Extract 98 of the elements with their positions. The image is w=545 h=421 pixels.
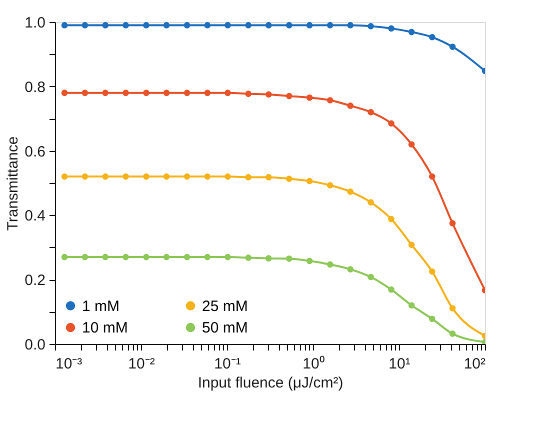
- point: [184, 173, 190, 180]
- x-tick-label: 10⁰: [302, 356, 324, 372]
- point: [388, 286, 394, 293]
- x-tick-label: 10⁻³: [56, 356, 82, 372]
- point: [306, 258, 313, 264]
- point: [245, 90, 252, 97]
- point: [163, 22, 170, 28]
- point: [204, 22, 211, 28]
- point: [286, 22, 292, 28]
- point: [347, 266, 354, 272]
- point: [102, 22, 109, 28]
- point: [265, 91, 272, 98]
- point: [306, 178, 313, 184]
- point: [143, 173, 150, 180]
- point: [347, 188, 354, 195]
- point: [286, 92, 292, 100]
- point: [163, 173, 170, 180]
- point: [265, 174, 272, 180]
- point: [306, 94, 313, 101]
- point: [245, 22, 252, 28]
- point: [265, 22, 272, 28]
- point: [449, 305, 456, 312]
- x-tick-label: 10⁻¹: [214, 356, 241, 372]
- point: [306, 22, 313, 28]
- point: [449, 330, 456, 337]
- point: [122, 22, 129, 28]
- point: [388, 216, 394, 222]
- y-tick-label: 0.6: [24, 143, 46, 160]
- point: [82, 22, 88, 28]
- point: [245, 254, 252, 261]
- point: [61, 22, 68, 28]
- point: [204, 254, 211, 260]
- point: [245, 174, 252, 180]
- point: [224, 173, 231, 180]
- legend-label: 1 mM: [82, 298, 120, 315]
- x-axis-title: Input fluence (μJ/cm²): [198, 374, 344, 392]
- point: [122, 90, 129, 96]
- point: [368, 109, 374, 116]
- point: [102, 173, 109, 180]
- point: [82, 254, 88, 260]
- x-tick-label: 10²: [464, 356, 486, 372]
- y-tick-label: 0.8: [24, 78, 46, 96]
- point: [184, 90, 190, 96]
- point: [429, 173, 436, 180]
- point: [408, 28, 415, 36]
- point: [204, 90, 211, 96]
- point: [408, 242, 415, 248]
- point: [449, 44, 456, 50]
- point: [82, 90, 88, 96]
- point: [326, 22, 334, 28]
- point: [143, 22, 150, 28]
- point: [408, 141, 415, 148]
- point: [368, 199, 374, 206]
- point: [429, 316, 436, 322]
- y-tick-label: 0.0: [24, 336, 46, 354]
- point: [143, 90, 150, 96]
- point: [102, 254, 109, 260]
- point: [61, 90, 68, 96]
- point: [204, 173, 211, 180]
- x-tick-label: 10⁻²: [128, 356, 155, 372]
- point: [326, 182, 334, 188]
- point: [224, 90, 231, 96]
- legend-label: 50 mM: [202, 320, 248, 336]
- point: [122, 254, 129, 260]
- point: [449, 220, 456, 226]
- legend-label: 10 mM: [82, 320, 128, 336]
- point: [82, 173, 88, 180]
- point: [224, 254, 231, 260]
- point: [388, 25, 394, 32]
- point: [163, 90, 170, 96]
- point: [102, 90, 109, 96]
- y-tick-label: 0.4: [24, 208, 46, 225]
- y-tick-label: 0.2: [24, 272, 46, 290]
- point: [368, 274, 374, 280]
- point: [184, 22, 190, 28]
- point: [224, 22, 231, 28]
- point: [326, 97, 334, 104]
- point: [61, 254, 68, 260]
- point: [286, 256, 292, 262]
- point: [286, 176, 292, 182]
- point: [368, 23, 374, 30]
- point: [347, 102, 354, 109]
- point: [265, 255, 272, 262]
- y-axis-title: Transmittance: [4, 136, 22, 231]
- point: [143, 254, 150, 260]
- x-tick-label: 10¹: [388, 356, 410, 372]
- point: [61, 173, 68, 180]
- point: [388, 120, 394, 127]
- point: [184, 254, 190, 260]
- point: [163, 254, 170, 260]
- point: [347, 22, 354, 28]
- point: [326, 261, 334, 268]
- point: [122, 173, 129, 180]
- point: [429, 268, 436, 275]
- legend-label: 25 mM: [202, 298, 248, 315]
- point: [408, 302, 415, 309]
- y-tick-label: 1.0: [24, 14, 46, 32]
- point: [429, 34, 436, 40]
